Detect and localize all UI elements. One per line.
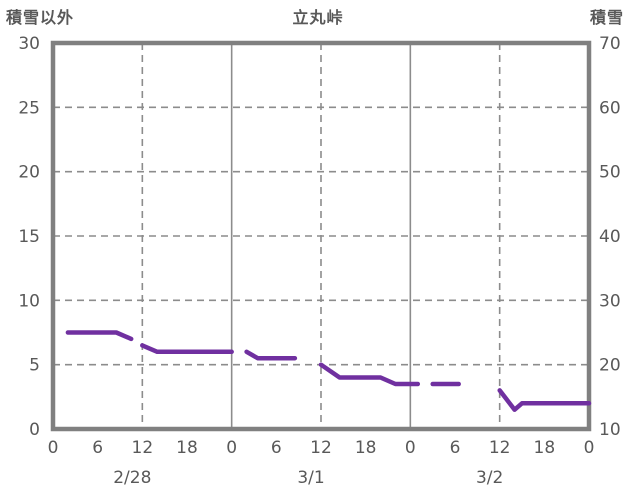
x-axis-date-label: 3/2 (476, 468, 503, 488)
x-axis-hour-label: 12 (132, 438, 154, 458)
x-axis-hour-label: 0 (405, 438, 416, 458)
right-axis-tick-label: 20 (599, 356, 621, 376)
x-axis-hour-label: 12 (489, 438, 511, 458)
snow-depth-line-segment (318, 362, 421, 387)
x-axis-hour-label: 6 (92, 438, 103, 458)
right-axis-tick-label: 50 (599, 163, 621, 183)
left-axis-tick-label: 0 (29, 420, 40, 440)
x-axis-hour-label: 12 (310, 438, 332, 458)
right-axis-tick-label: 40 (599, 227, 621, 247)
snow-depth-line-segment (497, 388, 592, 412)
x-axis-date-label: 2/28 (113, 468, 151, 488)
plot-border (50, 40, 592, 432)
x-axis-hour-label: 18 (534, 438, 556, 458)
x-axis-hour-label: 6 (450, 438, 461, 458)
x-axis-hour-label: 18 (176, 438, 198, 458)
x-axis-hour-label: 0 (584, 438, 595, 458)
left-axis-tick-label: 30 (18, 34, 40, 54)
left-axis-tick-label: 15 (18, 227, 40, 247)
right-axis-tick-label: 30 (599, 291, 621, 311)
chart-title: 立丸峠 (292, 8, 344, 27)
right-axis-tick-label: 60 (599, 98, 621, 118)
x-axis-hour-label: 18 (355, 438, 377, 458)
left-axis-title: 積雪以外 (6, 8, 75, 27)
x-axis-hour-label: 0 (226, 438, 237, 458)
x-axis-hour-label: 6 (271, 438, 282, 458)
left-axis-tick-label: 20 (18, 163, 40, 183)
left-axis-tick-label: 25 (18, 98, 40, 118)
left-axis-tick-label: 10 (18, 291, 40, 311)
snow-depth-line-segment (140, 343, 234, 355)
right-axis-tick-label: 70 (599, 34, 621, 54)
right-axis-title: 積雪 (589, 8, 624, 27)
snow-depth-line-segment (65, 330, 134, 342)
snow-depth-line-segment (244, 349, 298, 361)
x-axis-hour-label: 0 (48, 438, 59, 458)
x-axis-date-label: 3/1 (297, 468, 324, 488)
left-axis-tick-label: 5 (29, 356, 40, 376)
right-axis-tick-label: 10 (599, 420, 621, 440)
